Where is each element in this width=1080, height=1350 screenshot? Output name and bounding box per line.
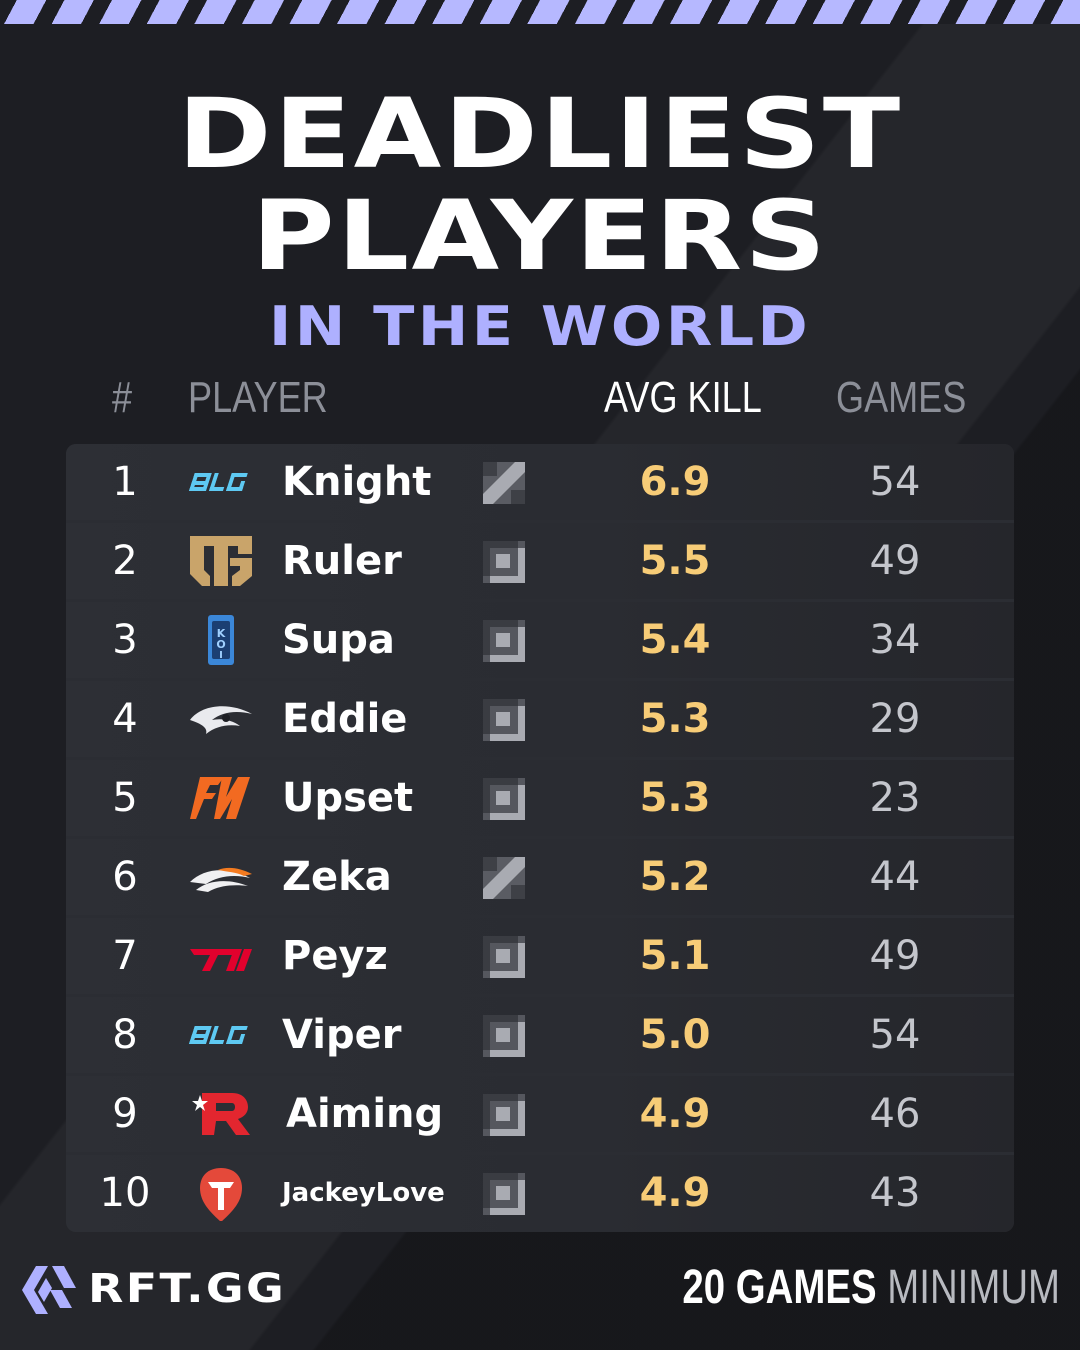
avg-kill-cell: 5.5 [639,538,711,584]
games-cell: 49 [869,933,921,979]
column-header-games: GAMES [836,373,967,422]
table-row: 3 K O I Supa 5.4 34 [66,602,1014,678]
player-name: Aiming [286,1091,444,1137]
bot-lane-icon [483,1094,525,1136]
svg-text:I: I [219,650,223,661]
games-cell: 44 [869,854,921,900]
leaderboard-table: 1 Knight 6.9 54 2 [66,444,1014,1232]
t1-logo [190,949,252,971]
title-line-2: PLAYERS [251,180,829,292]
avg-kill-cell: 5.4 [639,617,711,663]
rank-cell: 6 [112,854,138,900]
bot-lane-icon [483,936,525,978]
avg-kill-cell: 6.9 [639,459,711,505]
table-row: 8 Viper 5.0 54 [66,997,1014,1073]
table-row: 10 JackeyLove 4.9 43 [66,1155,1014,1232]
blg-logo [188,473,248,491]
games-cell: 29 [869,696,921,742]
player-name: Knight [282,459,432,505]
rft-logo-icon [22,1266,76,1314]
bot-lane-icon [483,778,525,820]
player-name: Peyz [282,933,388,979]
bot-lane-icon [483,1173,525,1215]
bot-lane-icon [483,699,525,741]
minimum-games-count: 20 GAMES [682,1261,877,1314]
bot-lane-icon [483,541,525,583]
minimum-games-note: 20 GAMES MINIMUM [682,1260,1060,1316]
games-cell: 54 [869,1012,921,1058]
column-header-player: PLAYER [188,373,328,422]
minimum-games-label: MINIMUM [887,1261,1060,1314]
games-cell: 46 [869,1091,921,1137]
table-row: 2 Ruler 5.5 49 [66,523,1014,599]
avg-kill-cell: 5.2 [639,854,711,900]
table-row: 6 Zeka 5.2 44 [66,839,1014,915]
avg-kill-cell: 5.1 [639,933,711,979]
table-row: 5 Upset 5.3 23 [66,760,1014,836]
rank-cell: 1 [112,459,138,505]
blg-logo [188,1026,248,1044]
table-row: 1 Knight 6.9 54 [66,444,1014,520]
svg-text:K: K [217,627,226,640]
rank-cell: 4 [112,696,138,742]
bot-lane-icon [483,1015,525,1057]
rank-cell: 3 [112,617,138,663]
avg-kill-cell: 5.0 [639,1012,711,1058]
koi-logo: K O I [208,615,234,665]
kt-rolster-logo [192,1093,250,1135]
player-name: JackeyLove [282,1178,445,1208]
rank-cell: 9 [112,1091,138,1137]
games-cell: 43 [869,1170,921,1216]
games-cell: 49 [869,538,921,584]
player-name: Ruler [282,538,402,584]
title-line-1: DEADLIEST [177,78,903,190]
fnatic-logo [190,777,250,819]
rank-cell: 2 [112,538,138,584]
games-cell: 34 [869,617,921,663]
rank-cell: 8 [112,1012,138,1058]
gen-g-logo [190,536,252,586]
subtitle: IN THE WORLD [268,295,812,358]
table-row: 7 Peyz 5.1 49 [66,918,1014,994]
rank-cell: 7 [112,933,138,979]
avg-kill-cell: 4.9 [639,1091,711,1137]
avg-kill-cell: 5.3 [639,696,711,742]
table-row: 9 Aiming 4.9 46 [66,1076,1014,1152]
mid-lane-icon [483,462,525,504]
rank-cell: 10 [99,1170,151,1216]
column-header-rank: # [112,373,133,422]
player-name: Viper [282,1012,402,1058]
table-row: 4 Eddie 5.3 29 [66,681,1014,757]
svg-text:O: O [216,638,225,651]
top-stripe-band [0,0,1080,24]
team-secret-logo [190,706,252,734]
avg-kill-cell: 4.9 [639,1170,711,1216]
brand-name: RFT.GG [88,1266,287,1312]
player-name: Supa [282,617,395,663]
brand: RFT.GG [22,1262,352,1316]
top-esports-logo [200,1168,242,1221]
player-name: Eddie [282,696,408,742]
column-header-avg-kill: AVG KILL [604,373,762,422]
mid-lane-icon [483,857,525,899]
avg-kill-cell: 5.3 [639,775,711,821]
games-cell: 54 [869,459,921,505]
rank-cell: 5 [112,775,138,821]
bot-lane-icon [483,620,525,662]
hanwha-logo [190,867,252,892]
player-name: Zeka [282,854,392,900]
games-cell: 23 [869,775,921,821]
player-name: Upset [282,775,414,821]
